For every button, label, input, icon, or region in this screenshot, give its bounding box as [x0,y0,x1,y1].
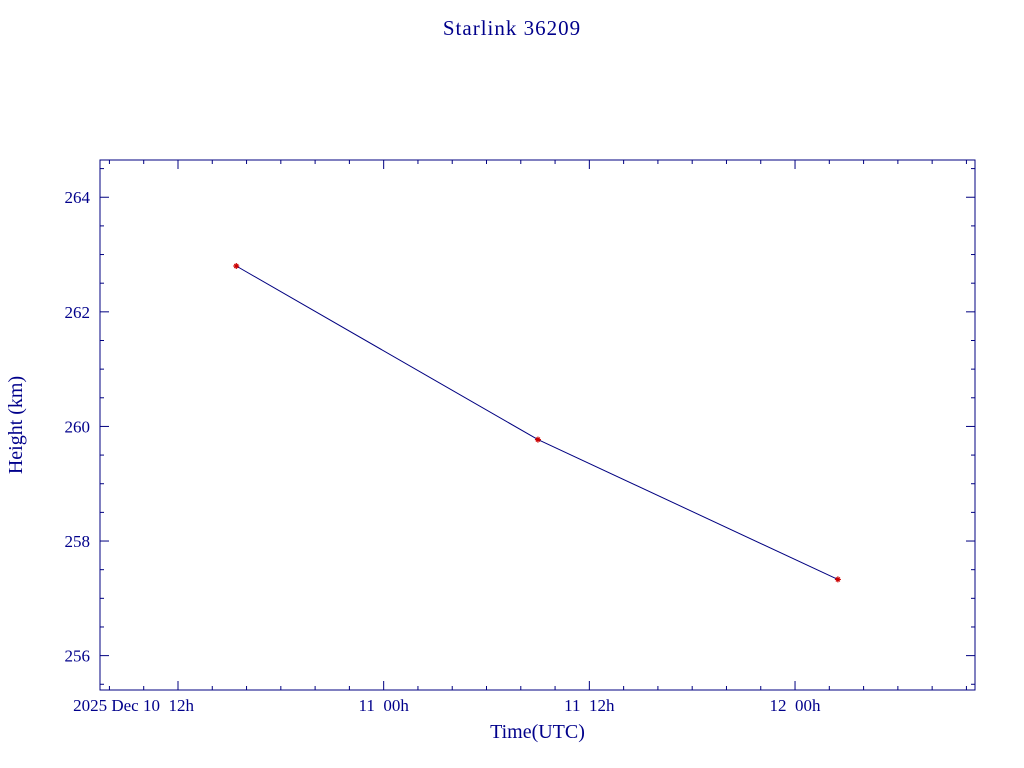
data-point-marker [834,576,841,583]
y-tick-label: 258 [65,532,91,551]
data-point-marker [233,263,240,269]
x-tick-label: 12 00h [770,696,822,715]
y-tick-label: 256 [65,647,91,666]
data-point-marker [534,436,541,443]
x-tick-label: 11 12h [564,696,615,715]
chart-title: Starlink 36209 [442,16,582,40]
y-tick-label: 262 [65,303,91,322]
y-tick-label: 264 [65,188,91,207]
y-axis-label: Height (km) [5,376,27,474]
height-series-line [236,265,839,580]
plot-frame [99,159,976,691]
x-tick-label: 2025 Dec 10 12h [73,696,194,715]
x-axis-label: Time(UTC) [490,721,585,743]
x-tick-label: 11 00h [358,696,409,715]
y-tick-label: 260 [65,417,91,436]
